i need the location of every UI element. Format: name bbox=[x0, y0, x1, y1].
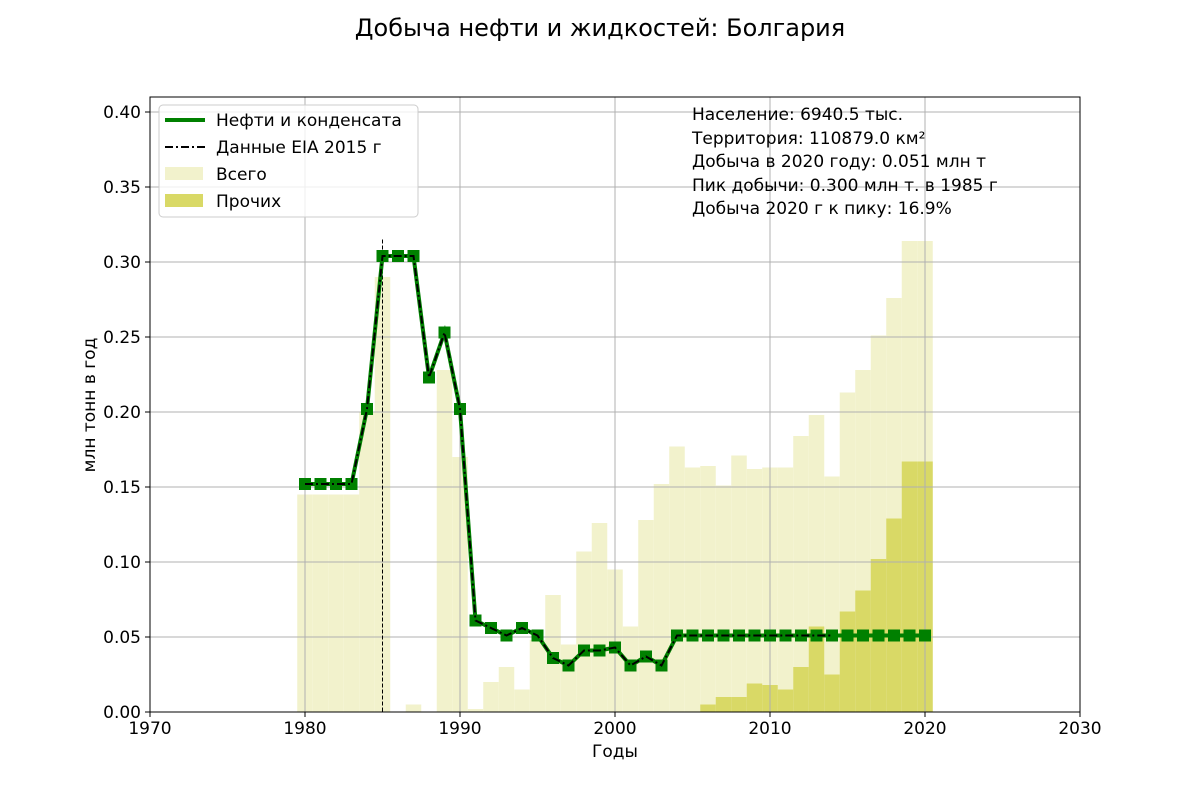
other-bar bbox=[839, 611, 856, 712]
info-population: Население: 6940.5 тыс. bbox=[692, 105, 903, 125]
y-tick-label: 0.00 bbox=[103, 703, 141, 723]
legend-label-eia: Данные EIA 2015 г bbox=[216, 138, 382, 158]
total-bar bbox=[529, 640, 546, 712]
legend-label-total: Всего bbox=[216, 165, 267, 185]
total-bar bbox=[514, 689, 530, 712]
y-tick-label: 0.25 bbox=[103, 328, 141, 348]
y-tick-label: 0.20 bbox=[103, 403, 141, 423]
total-bar bbox=[746, 469, 763, 712]
legend-label-other: Прочих bbox=[216, 192, 281, 212]
info-peak: Пик добычи: 0.300 млн т. в 1985 г bbox=[692, 176, 998, 196]
chart-title: Добыча нефти и жидкостей: Болгария bbox=[355, 14, 845, 42]
total-bar bbox=[793, 436, 809, 712]
legend-box bbox=[158, 104, 419, 218]
y-tick-label: 0.30 bbox=[103, 253, 141, 273]
x-tick-label: 2010 bbox=[748, 719, 791, 739]
other-bar bbox=[808, 626, 825, 712]
legend: Нефти и конденсата Данные EIA 2015 г Все… bbox=[158, 104, 419, 218]
info-ratio: Добыча 2020 г к пику: 16.9% bbox=[692, 199, 952, 219]
total-bar bbox=[405, 704, 422, 712]
eia-series-line bbox=[305, 255, 832, 667]
total-bar bbox=[777, 467, 794, 712]
y-axis: 0.00 0.05 0.10 0.15 0.20 0.25 0.30 0.35 0.40 bbox=[103, 103, 150, 723]
other-bar bbox=[886, 518, 902, 712]
other-bar bbox=[901, 461, 918, 712]
oil-point bbox=[330, 478, 342, 490]
total-bar bbox=[653, 484, 670, 712]
oil-point bbox=[919, 629, 931, 642]
x-tick-label: 2000 bbox=[593, 719, 636, 739]
other-bar bbox=[715, 697, 732, 712]
total-bar bbox=[576, 551, 592, 712]
x-axis-label: Годы bbox=[592, 742, 638, 762]
other-bar bbox=[746, 683, 763, 712]
total-bar bbox=[638, 520, 654, 712]
y-tick-label: 0.10 bbox=[103, 553, 141, 573]
total-bar bbox=[328, 494, 344, 712]
info-block: Население: 6940.5 тыс. Территория: 11087… bbox=[691, 105, 998, 219]
y-axis-label: млн тонн в год bbox=[80, 338, 100, 473]
total-bar bbox=[591, 523, 608, 712]
x-tick-label: 1970 bbox=[128, 719, 171, 739]
other-bar bbox=[731, 697, 747, 712]
y-tick-label: 0.05 bbox=[103, 628, 141, 648]
info-territory: Территория: 110879.0 км² bbox=[691, 129, 925, 149]
x-tick-label: 2030 bbox=[1058, 719, 1101, 739]
other-bar bbox=[793, 667, 809, 712]
x-tick-label: 1980 bbox=[283, 719, 326, 739]
info-production-2020: Добыча в 2020 году: 0.051 млн т bbox=[692, 152, 986, 172]
total-bar bbox=[824, 476, 840, 712]
legend-swatch-total bbox=[165, 167, 203, 180]
oil-point bbox=[314, 478, 327, 490]
oil-point bbox=[345, 478, 358, 490]
other-bar bbox=[824, 674, 840, 712]
x-tick-label: 2020 bbox=[903, 719, 946, 739]
oil-point bbox=[872, 629, 885, 642]
total-bar bbox=[731, 455, 747, 712]
total-bar bbox=[467, 709, 484, 712]
oil-point bbox=[903, 629, 916, 642]
other-bar bbox=[855, 590, 871, 712]
eia-series bbox=[305, 255, 832, 667]
oil-point bbox=[438, 326, 451, 339]
total-bar bbox=[560, 644, 577, 712]
legend-label-oil: Нефти и конденсата bbox=[216, 111, 402, 131]
total-bar bbox=[436, 370, 453, 712]
total-bar bbox=[715, 485, 732, 712]
oil-point bbox=[826, 629, 838, 642]
oil-point bbox=[810, 629, 823, 642]
total-bar bbox=[684, 467, 701, 712]
total-bar bbox=[498, 667, 515, 712]
total-bar bbox=[700, 466, 716, 712]
other-bar bbox=[700, 704, 716, 712]
y-tick-label: 0.35 bbox=[103, 178, 141, 198]
oil-point bbox=[624, 659, 637, 672]
legend-swatch-other bbox=[165, 194, 203, 207]
y-tick-label: 0.40 bbox=[103, 103, 141, 123]
y-tick-label: 0.15 bbox=[103, 478, 141, 498]
x-tick-label: 1990 bbox=[438, 719, 481, 739]
other-bar bbox=[777, 689, 794, 712]
x-axis: 1970 1980 1990 2000 2010 2020 2030 bbox=[128, 712, 1102, 739]
oil-point bbox=[857, 629, 869, 642]
oil-point bbox=[888, 629, 900, 642]
total-bar bbox=[312, 494, 329, 712]
oil-point bbox=[841, 629, 854, 642]
total-bar bbox=[483, 682, 499, 712]
total-bar bbox=[669, 446, 685, 712]
oil-point bbox=[423, 371, 435, 384]
total-bar bbox=[343, 494, 360, 712]
oil-point bbox=[795, 629, 807, 642]
